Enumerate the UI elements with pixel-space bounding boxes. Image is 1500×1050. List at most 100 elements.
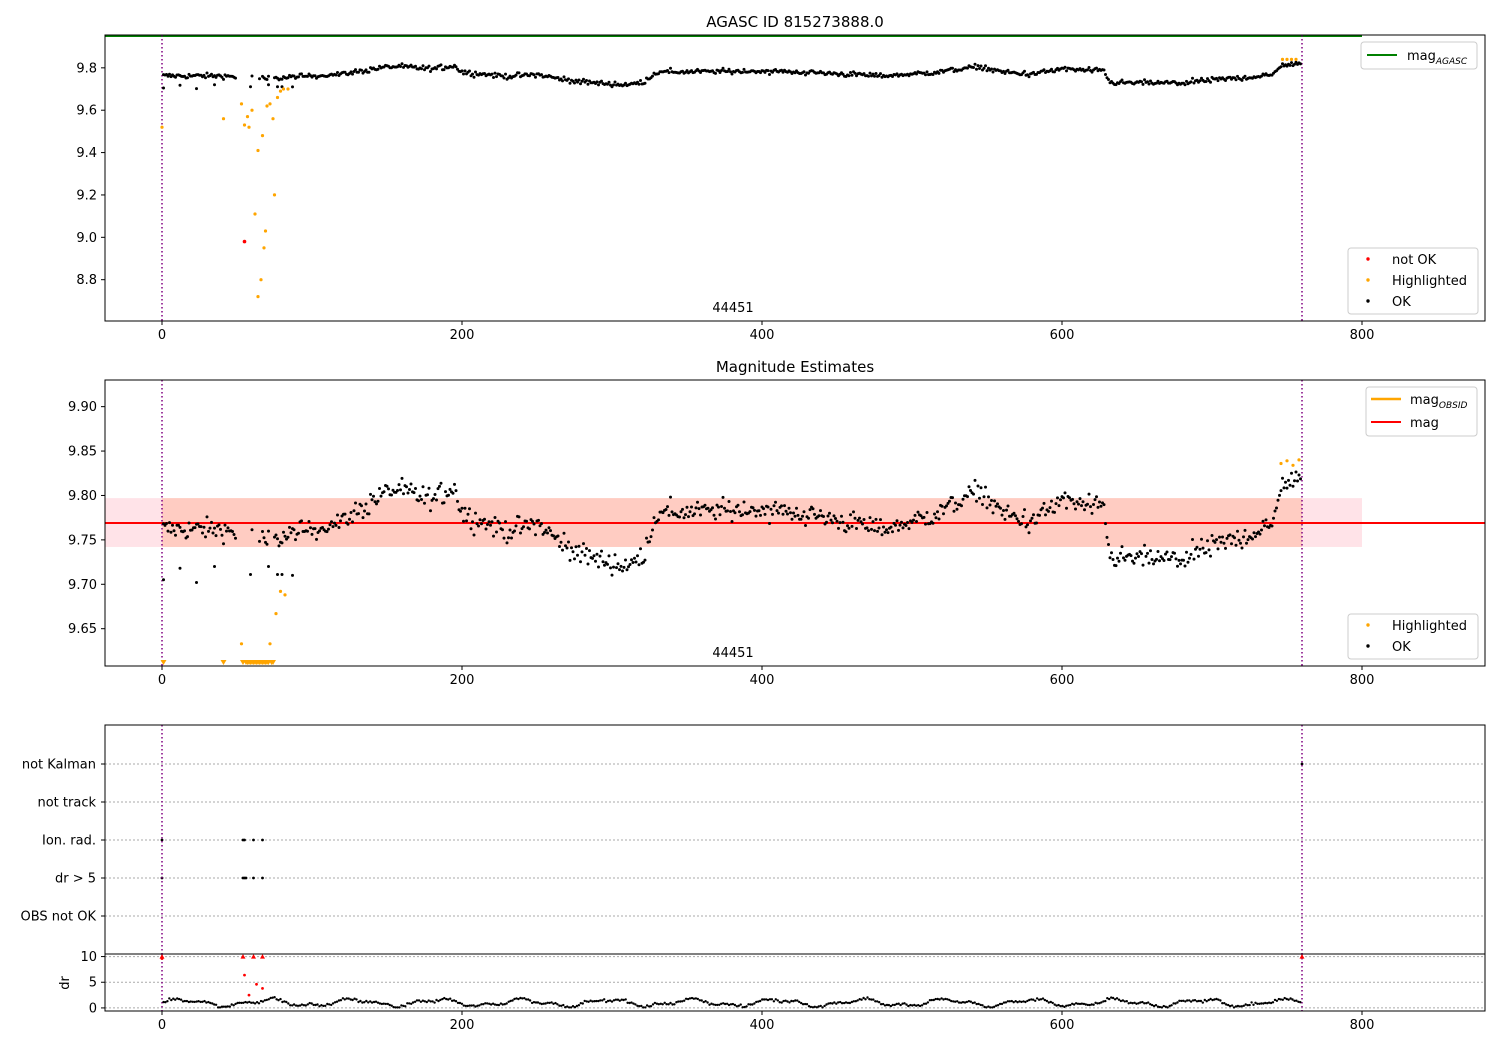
- ok-point: [946, 501, 950, 505]
- dr-point: [776, 999, 779, 1002]
- dr-point: [983, 1005, 986, 1009]
- ok-point: [507, 536, 510, 540]
- ok-point: [1224, 79, 1227, 82]
- ok-point: [1260, 528, 1263, 532]
- ok-point: [292, 74, 296, 78]
- dr-point: [505, 1002, 508, 1005]
- dr-point: [889, 1004, 893, 1008]
- dr-point: [995, 1004, 998, 1007]
- ok-point: [825, 520, 828, 524]
- dr-point: [287, 1002, 290, 1005]
- ok-point: [549, 529, 552, 533]
- dr-point: [1193, 999, 1197, 1002]
- dr-point: [677, 1000, 680, 1003]
- dr-point: [1182, 999, 1185, 1002]
- ok-point: [544, 528, 548, 532]
- dr-point: [1022, 1000, 1025, 1003]
- ok-point: [775, 509, 779, 513]
- dr-point: [242, 1001, 245, 1004]
- ok-point: [412, 491, 416, 495]
- ok-point: [306, 74, 309, 78]
- dr-point: [1127, 1002, 1130, 1005]
- ok-point: [922, 515, 926, 519]
- ok-point: [178, 566, 182, 570]
- dr-point: [166, 1000, 169, 1003]
- dr-point: [770, 998, 774, 1001]
- ok-point: [754, 514, 758, 518]
- dr-point: [993, 1005, 996, 1008]
- ok-point: [1243, 74, 1247, 78]
- ok-point: [1134, 556, 1137, 560]
- dr-point: [168, 997, 171, 1000]
- dr-point: [1279, 998, 1283, 1001]
- dr-point: [1080, 1002, 1084, 1005]
- dr-point: [562, 1003, 565, 1007]
- ok-point: [409, 482, 413, 486]
- ok-point: [721, 66, 725, 70]
- ok-point: [510, 536, 513, 540]
- ok-point: [1149, 549, 1152, 553]
- ok-point: [975, 499, 978, 503]
- dr-point: [491, 1002, 495, 1005]
- ok-point: [420, 67, 423, 71]
- dr-point: [1227, 1003, 1230, 1007]
- ok-point: [748, 510, 752, 514]
- ok-point: [1131, 559, 1134, 563]
- ok-point: [622, 565, 626, 569]
- ok-point: [1206, 539, 1209, 543]
- dr-point: [1262, 1002, 1265, 1005]
- y-tick-label: 8.8: [76, 273, 97, 288]
- ok-point: [276, 85, 279, 89]
- dr-point: [595, 999, 598, 1003]
- ok-point: [327, 527, 330, 531]
- ok-point: [363, 509, 366, 513]
- dr-point: [780, 1001, 783, 1004]
- ok-point: [585, 547, 588, 550]
- dr-point: [1197, 999, 1201, 1003]
- ok-point: [585, 79, 588, 82]
- x-tick-label: 200: [450, 1018, 475, 1033]
- ok-point: [915, 520, 918, 523]
- dr-point: [390, 1004, 393, 1007]
- ok-point: [166, 529, 170, 533]
- ok-point: [565, 546, 569, 550]
- ok-point: [267, 565, 270, 568]
- ok-point: [1198, 79, 1202, 83]
- dr-point: [478, 1004, 481, 1007]
- highlighted-point: [221, 117, 226, 121]
- dr-point: [766, 998, 770, 1002]
- dr-point: [827, 1002, 830, 1005]
- ok-point: [1254, 535, 1257, 539]
- ok-point: [1027, 75, 1031, 79]
- agasc-legend-upper: magAGASC: [1360, 41, 1478, 70]
- ok-point: [258, 539, 261, 543]
- dr-point: [663, 1001, 666, 1004]
- ok-point: [972, 66, 975, 69]
- dr-point: [764, 998, 768, 1001]
- ok-point: [1191, 76, 1194, 80]
- ok-point: [444, 490, 447, 494]
- ok-point: [543, 531, 546, 534]
- dr-point: [801, 1003, 805, 1006]
- dr-point: [909, 1003, 912, 1007]
- dr-point: [1020, 1000, 1023, 1004]
- ok-point: [607, 80, 611, 84]
- ok-point: [399, 65, 402, 68]
- dr-point: [977, 1002, 980, 1006]
- dr-point: [860, 998, 863, 1001]
- dr-point: [638, 1005, 641, 1008]
- dr-point: [404, 1005, 407, 1008]
- dr-point: [441, 997, 444, 1001]
- dr-point: [1110, 996, 1113, 999]
- ok-point: [729, 70, 732, 74]
- dr-point: [1184, 1000, 1187, 1003]
- ok-point: [414, 487, 417, 490]
- ok-point: [1102, 68, 1106, 72]
- ok-point: [1293, 62, 1296, 66]
- ok-point: [1287, 478, 1290, 482]
- ok-point: [768, 73, 771, 76]
- dr-point: [456, 1001, 460, 1005]
- dr-point: [289, 1004, 292, 1007]
- dr-point: [345, 997, 348, 1000]
- dr-point: [741, 1006, 744, 1009]
